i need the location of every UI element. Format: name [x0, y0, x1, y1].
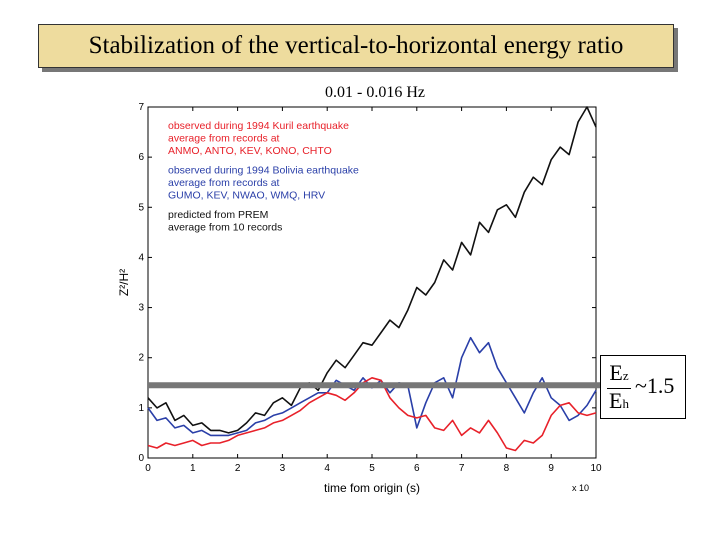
legend-entry-text: average from records at	[168, 177, 280, 189]
y-tick-label: 0	[138, 453, 144, 464]
x-tick-label: 0	[145, 463, 151, 474]
legend-entry-text: observed during 1994 Kuril earthquake	[168, 120, 349, 132]
slide-title-box: Stabilization of the vertical-to-horizon…	[38, 24, 674, 68]
x-tick-label: 10	[590, 463, 602, 474]
x-tick-label: 2	[235, 463, 241, 474]
x-axis-label: time fom origin (s)	[324, 481, 420, 495]
x-tick-label: 9	[548, 463, 554, 474]
fraction-numerator: Ez	[607, 361, 631, 389]
x-axis-multiplier: x 10	[572, 483, 589, 493]
x-tick-label: 8	[504, 463, 510, 474]
x-tick-label: 1	[190, 463, 196, 474]
legend-entry-text: ANMO, ANTO, KEV, KONO, CHTO	[168, 145, 332, 157]
legend-entry-text: observed during 1994 Bolivia earthquake	[168, 165, 359, 177]
series-line	[147, 376, 597, 452]
y-tick-label: 4	[138, 252, 144, 263]
energy-fraction: Ez Eh	[607, 361, 631, 416]
x-tick-label: 5	[369, 463, 375, 474]
legend-entry-text: average from records at	[168, 133, 280, 145]
y-tick-label: 6	[138, 152, 144, 163]
series-line	[147, 106, 597, 434]
y-tick-label: 5	[138, 202, 144, 213]
y-axis-label: Z²/H²	[117, 269, 131, 296]
y-tick-label: 2	[138, 353, 144, 364]
legend-entry-text: average from 10 records	[168, 222, 282, 234]
y-tick-label: 3	[138, 303, 144, 314]
approx-value: ~1.5	[635, 373, 675, 398]
legend-entry-text: predicted from PREM	[168, 209, 268, 221]
fraction-denominator: Eh	[609, 388, 629, 413]
y-tick-label: 1	[138, 403, 144, 414]
x-tick-label: 7	[459, 463, 465, 474]
slide-title: Stabilization of the vertical-to-horizon…	[88, 32, 624, 59]
legend-entry-text: GUMO, KEV, NWAO, WMQ, HRV	[168, 190, 325, 202]
chart-subtitle: 0.01 - 0.016 Hz	[325, 84, 425, 101]
x-tick-label: 6	[414, 463, 420, 474]
x-tick-label: 4	[324, 463, 330, 474]
y-tick-label: 7	[138, 102, 144, 113]
plot-area	[147, 106, 597, 459]
energy-ratio-box: Ez Eh ~1.5	[600, 355, 686, 419]
x-tick-label: 3	[280, 463, 286, 474]
